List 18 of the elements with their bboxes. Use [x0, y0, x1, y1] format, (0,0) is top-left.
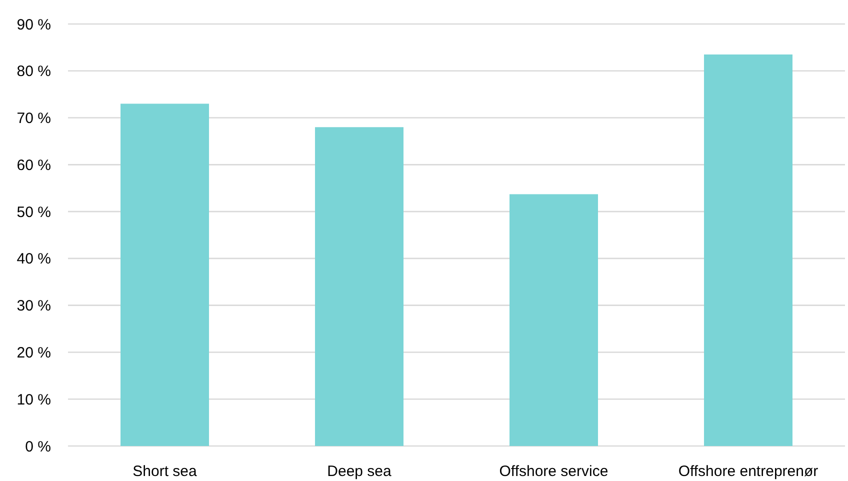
y-tick-label: 40 % — [16, 250, 51, 268]
y-tick-label: 90 % — [16, 16, 51, 34]
bar — [120, 104, 210, 446]
y-tick-label: 30 % — [16, 298, 51, 315]
x-tick-label: Short sea — [132, 463, 198, 480]
y-tick-label: 20 % — [16, 344, 51, 362]
y-tick-label: 50 % — [16, 204, 51, 221]
bar — [510, 194, 598, 446]
bar — [704, 54, 792, 446]
y-tick-label: 10 % — [16, 391, 51, 408]
y-tick-label: 80 % — [16, 63, 51, 80]
y-tick-label: 0 % — [25, 438, 51, 456]
y-tick-label: 70 % — [16, 110, 51, 128]
x-tick-label: Offshore entreprenør — [678, 463, 818, 480]
x-tick-label: Deep sea — [327, 463, 392, 480]
y-tick-label: 60 % — [16, 156, 51, 174]
bar — [315, 127, 404, 446]
x-tick-label: Offshore service — [499, 463, 608, 480]
